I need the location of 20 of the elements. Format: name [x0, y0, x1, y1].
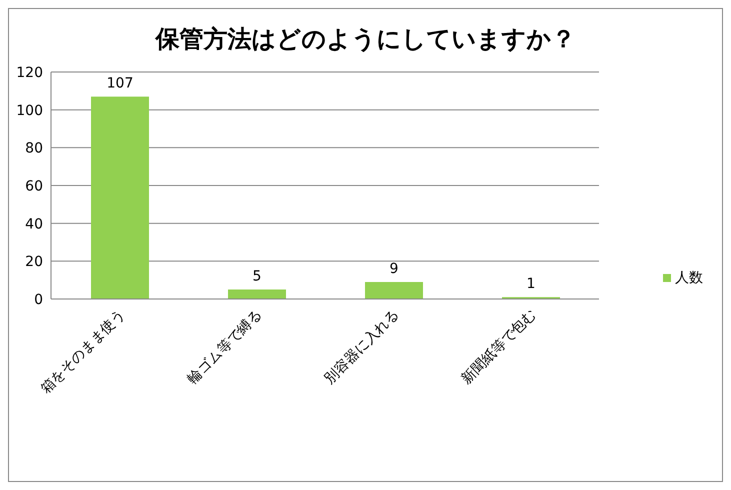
y-tick-label: 120	[16, 64, 43, 81]
bar	[91, 96, 149, 299]
y-tick-label: 0	[34, 292, 43, 308]
y-tick-label: 60	[25, 178, 43, 194]
x-tick-label: 新聞紙等で包む	[458, 306, 540, 388]
y-tick-label: 40	[25, 216, 43, 232]
data-label: 5	[252, 268, 262, 285]
data-label: 107	[106, 76, 134, 92]
data-label: 9	[390, 260, 398, 277]
data-label: 1	[526, 276, 536, 292]
x-tick-label: 別容器に入れる	[322, 306, 402, 388]
x-tick-label: 輪ゴム等で縛る	[184, 306, 266, 388]
legend-label: 人数	[675, 270, 703, 286]
y-tick-label: 100	[16, 102, 43, 119]
y-tick-label: 80	[25, 140, 43, 157]
x-tick-label: 箱をそのまま使う	[38, 306, 128, 398]
y-tick-label: 20	[25, 254, 43, 270]
bar	[228, 290, 286, 299]
bar	[365, 282, 423, 299]
chart-title: 保管方法はどのようにしていますか？	[154, 24, 576, 55]
